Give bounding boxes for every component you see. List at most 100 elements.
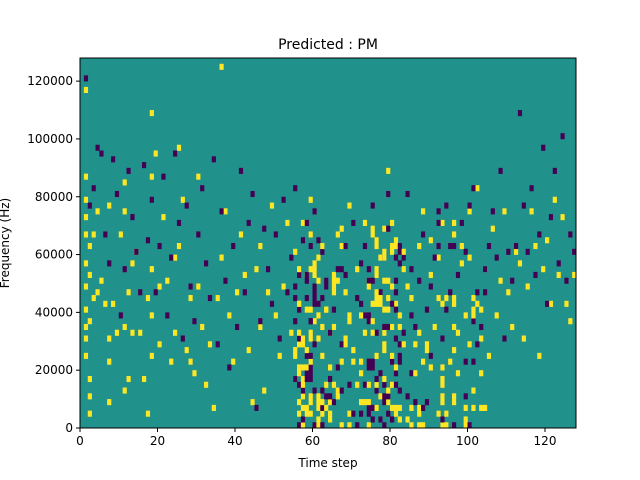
heatmap-background	[80, 58, 576, 428]
heatmap-cell-high	[440, 399, 445, 406]
heatmap-cell-high	[568, 318, 573, 325]
heatmap-cell-low	[548, 214, 554, 221]
heatmap-cell-low	[506, 248, 511, 255]
heatmap-cell-high	[122, 387, 127, 394]
heatmap-cell-low	[393, 254, 399, 261]
heatmap-cell-high	[347, 410, 352, 417]
heatmap-cell-low	[490, 208, 495, 215]
heatmap-cell-low	[393, 277, 399, 284]
heatmap-cell-high	[304, 347, 309, 354]
heatmap-cell-low	[320, 422, 325, 429]
heatmap-cell-high	[506, 289, 511, 296]
heatmap-cell-high	[161, 214, 166, 221]
heatmap-cell-low	[293, 185, 298, 192]
heatmap-cell-high	[359, 399, 364, 406]
x-tick-label: 120	[534, 434, 557, 448]
heatmap-cell-low	[483, 266, 488, 273]
heatmap-cell-high	[421, 422, 426, 429]
heatmap-cell-high	[173, 254, 178, 261]
heatmap-cell-low	[413, 399, 418, 406]
heatmap-cell-low	[184, 202, 189, 209]
heatmap-cell-high	[533, 243, 538, 250]
heatmap-cell-high	[246, 347, 251, 354]
heatmap-cell-low	[564, 277, 569, 284]
heatmap-cell-high	[215, 295, 220, 302]
heatmap-cell-high	[424, 341, 430, 348]
heatmap-cell-high	[316, 404, 321, 411]
heatmap-cell-high	[390, 283, 395, 290]
heatmap-cell-low	[397, 248, 402, 255]
heatmap-cell-high	[494, 312, 499, 319]
heatmap-cell-high	[107, 399, 112, 406]
heatmap-cell-low	[444, 306, 449, 313]
heatmap-cell-low	[390, 416, 395, 423]
heatmap-cell-high	[83, 231, 89, 238]
heatmap-cell-high	[382, 375, 387, 383]
heatmap-cell-low	[235, 323, 240, 331]
heatmap-cell-high	[312, 260, 317, 267]
x-axis-ticks: 0 20 40 60 80 100 120	[76, 428, 556, 448]
heatmap-cell-low	[393, 306, 399, 313]
heatmap-cell-high	[397, 312, 402, 319]
heatmap-cell-high	[413, 370, 418, 377]
heatmap-cell-high	[149, 173, 154, 180]
heatmap-cell-high	[374, 381, 379, 388]
heatmap-cell-low	[432, 254, 437, 261]
heatmap-cell-high	[386, 306, 391, 313]
heatmap-cell-high	[312, 318, 317, 325]
heatmap-cell-low	[545, 300, 550, 307]
heatmap-cell-high	[308, 335, 313, 342]
heatmap-cell-high	[331, 283, 337, 290]
heatmap-cell-low	[308, 364, 313, 371]
heatmap-cell-high	[219, 254, 224, 261]
heatmap-cell-high	[320, 410, 325, 417]
heatmap-cell-high	[83, 86, 89, 93]
heatmap-cell-low	[188, 283, 193, 290]
heatmap-cell-low	[308, 318, 313, 325]
heatmap-cell-high	[308, 329, 313, 336]
heatmap-cell-high	[83, 214, 89, 221]
heatmap-cell-low	[339, 341, 344, 348]
heatmap-cell-low	[304, 219, 309, 226]
heatmap-cell-high	[83, 323, 89, 331]
heatmap-cell-high	[320, 323, 325, 331]
heatmap-cell-high	[83, 335, 89, 342]
heatmap-cell-low	[312, 283, 317, 290]
heatmap-cell-low	[568, 231, 573, 238]
heatmap-cell-high	[370, 329, 375, 336]
heatmap-cell-low	[471, 185, 476, 192]
heatmap-cell-high	[316, 393, 321, 400]
y-tick-label: 120000	[27, 74, 73, 88]
heatmap-cell-high	[331, 289, 337, 296]
heatmap-cell-high	[308, 231, 313, 238]
heatmap-cell-high	[204, 381, 209, 388]
heatmap-cell-high	[304, 410, 309, 417]
heatmap-cell-low	[304, 277, 309, 284]
heatmap-cell-low	[293, 318, 298, 325]
heatmap-cell-high	[475, 300, 480, 307]
heatmap-cell-high	[176, 243, 182, 250]
y-axis-label: Frequency (Hz)	[0, 198, 12, 289]
heatmap-cell-high	[300, 341, 306, 348]
heatmap-cell-high	[258, 243, 263, 250]
heatmap-cell-high	[300, 404, 306, 411]
heatmap-cell-high	[308, 306, 313, 313]
heatmap-cell-high	[401, 248, 406, 255]
heatmap-cell-high	[308, 399, 313, 406]
heatmap-cell-low	[370, 416, 375, 423]
heatmap-cell-low	[320, 404, 325, 411]
heatmap-cell-high	[486, 352, 492, 359]
x-axis-label: Time step	[297, 456, 357, 470]
heatmap-cell-high	[83, 260, 89, 267]
heatmap-cell-high	[211, 404, 216, 411]
heatmap-cell-low	[428, 352, 433, 359]
heatmap-cell-high	[145, 295, 151, 302]
heatmap-cell-high	[444, 422, 449, 429]
heatmap-cell-high	[471, 312, 476, 319]
heatmap-cell-high	[149, 352, 154, 359]
heatmap-cell-low	[300, 387, 306, 394]
heatmap-cell-high	[331, 381, 337, 388]
heatmap-cell-high	[428, 237, 433, 244]
heatmap-cell-high	[545, 237, 550, 244]
heatmap-cell-high	[370, 300, 375, 307]
